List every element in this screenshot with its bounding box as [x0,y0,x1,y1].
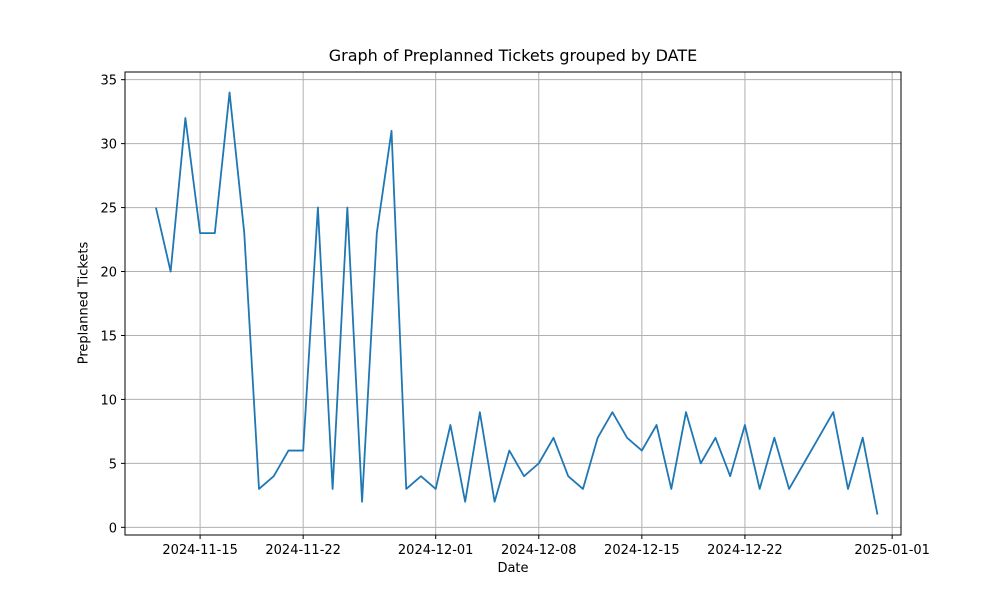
data-point [434,488,436,490]
data-point [405,488,407,490]
series-line [155,91,879,515]
y-tick-label: 30 [100,138,117,153]
data-point [184,117,186,119]
data-point [287,449,289,451]
data-point [155,206,157,208]
y-tick-label: 5 [109,457,117,472]
data-point [596,437,598,439]
data-point [876,513,878,515]
data-point [420,475,422,477]
x-tick-label: 2025-01-01 [854,543,930,558]
data-point [582,488,584,490]
x-tick-label: 2024-12-22 [707,543,783,558]
y-tick-label: 35 [100,74,117,89]
x-tick-label: 2024-12-15 [604,543,680,558]
data-point [390,130,392,132]
data-point [567,475,569,477]
data-point [508,449,510,451]
y-tick-label: 20 [100,266,117,281]
data-point [832,411,834,413]
series-layer [155,91,879,515]
data-point [626,437,628,439]
data-point [641,449,643,451]
data-point [331,488,333,490]
data-point [847,488,849,490]
data-point [714,437,716,439]
chart-title: Graph of Preplanned Tickets grouped by D… [328,46,698,65]
x-tick-label: 2024-12-08 [501,543,577,558]
y-tick-label: 10 [100,393,117,408]
data-point [199,232,201,234]
x-axis-label: Date [497,561,529,576]
data-point [817,437,819,439]
data-point [169,270,171,272]
data-point [302,449,304,451]
data-point [346,206,348,208]
axes: 2024-11-15 2024-11-22 2024-12-01 2024-12-08… [100,74,929,558]
y-tick-label: 15 [100,329,117,344]
data-point [758,488,760,490]
data-point [228,91,230,93]
data-point [670,488,672,490]
data-point [552,437,554,439]
data-point [464,501,466,503]
data-point [729,475,731,477]
data-point [214,232,216,234]
data-point [243,232,245,234]
data-point [493,501,495,503]
data-point [376,232,378,234]
grid-lines [125,72,901,535]
data-point [685,411,687,413]
data-point [449,424,451,426]
data-point [523,475,525,477]
data-point [700,462,702,464]
data-point [773,437,775,439]
data-point [803,462,805,464]
x-tick-label: 2024-12-01 [398,543,474,558]
plot-frame [124,71,902,536]
y-tick-label: 25 [100,202,117,217]
data-point [744,424,746,426]
x-tick-label: 2024-11-22 [265,543,341,558]
x-tick-label: 2024-11-15 [162,543,238,558]
data-point [479,411,481,413]
data-point [361,501,363,503]
data-point [273,475,275,477]
data-point [655,424,657,426]
y-tick-label: 0 [109,521,117,536]
data-point [788,488,790,490]
data-point [611,411,613,413]
data-point [258,488,260,490]
data-point [317,206,319,208]
data-point [862,437,864,439]
data-point [538,462,540,464]
